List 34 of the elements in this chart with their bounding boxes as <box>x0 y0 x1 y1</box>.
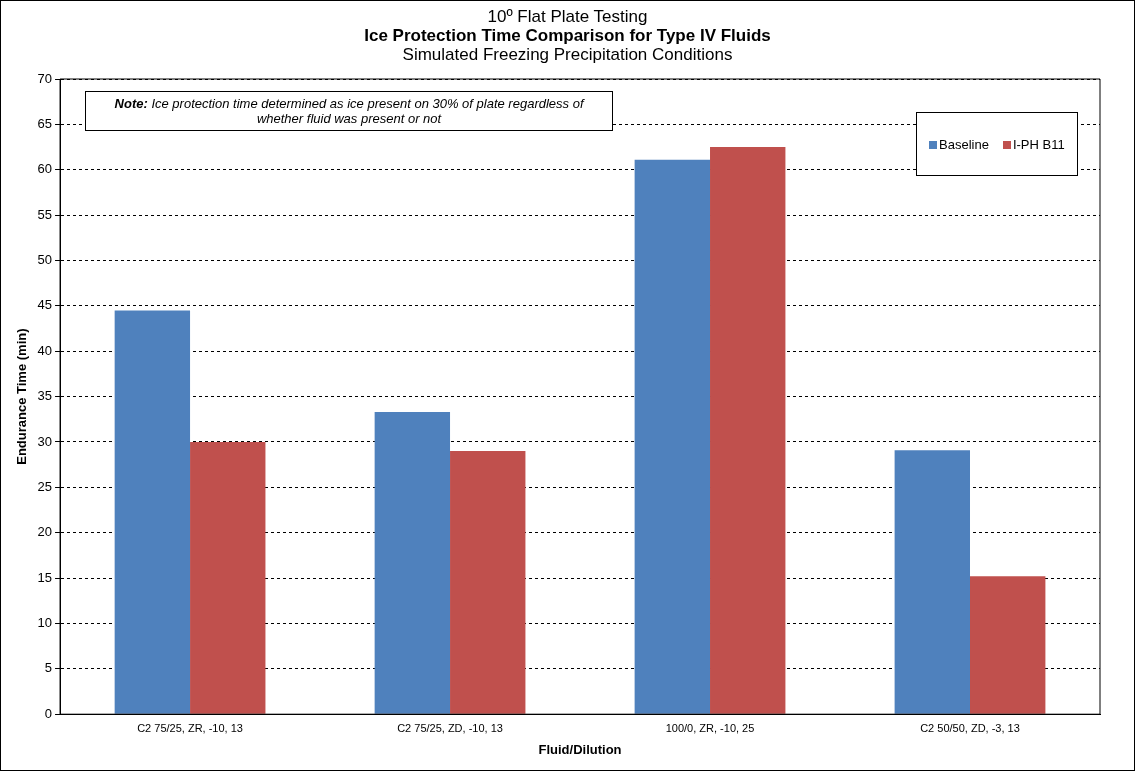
y-tick-label: 20 <box>37 524 53 540</box>
bar <box>634 159 711 714</box>
y-tick-label: 35 <box>37 388 53 404</box>
y-tick-label: 5 <box>44 660 53 676</box>
y-tick-label: 45 <box>37 297 53 313</box>
bar <box>374 412 451 714</box>
legend-label: I-PH B11 <box>1011 136 1065 152</box>
x-tick-label: C2 75/25, ZD, -10, 13 <box>397 721 503 734</box>
note-box: Note: Ice protection time determined as ice present on 30% of plate regardless of whether fluid was present or not <box>85 91 614 131</box>
bar <box>190 441 266 714</box>
y-tick-label: 25 <box>37 478 53 494</box>
chart-title: 10º Flat Plate Testing Ice Protection Time Comparison for Type IV Fluids <box>363 7 772 45</box>
y-axis-title: Endurance Time (min) <box>14 328 30 465</box>
y-tick-label: 40 <box>37 342 53 358</box>
bar <box>894 450 971 714</box>
bar <box>970 576 1046 714</box>
y-tick-label: 30 <box>37 433 53 449</box>
x-tick-label: C2 50/50, ZD, -3, 13 <box>920 721 1020 734</box>
bar <box>450 451 526 714</box>
bar <box>114 310 191 714</box>
x-axis-title: Fluid/Dilution <box>538 741 622 757</box>
y-tick-label: 60 <box>37 161 53 177</box>
y-tick-label: 65 <box>37 115 53 131</box>
y-tick-label: 10 <box>37 615 53 631</box>
y-tick-label: 15 <box>37 569 53 585</box>
y-tick-label: 0 <box>44 705 53 721</box>
y-tick-label: 70 <box>37 70 53 86</box>
chart-subtitle: Simulated Freezing Precipitation Conditions <box>401 45 734 64</box>
x-tick-label: 100/0, ZR, -10, 25 <box>665 721 755 734</box>
y-tick-label: 50 <box>37 252 53 268</box>
y-tick-label: 55 <box>37 206 53 222</box>
bar <box>710 147 786 714</box>
x-tick-label: C2 75/25, ZR, -10, 13 <box>137 721 243 734</box>
legend-label: Baseline <box>938 136 989 152</box>
